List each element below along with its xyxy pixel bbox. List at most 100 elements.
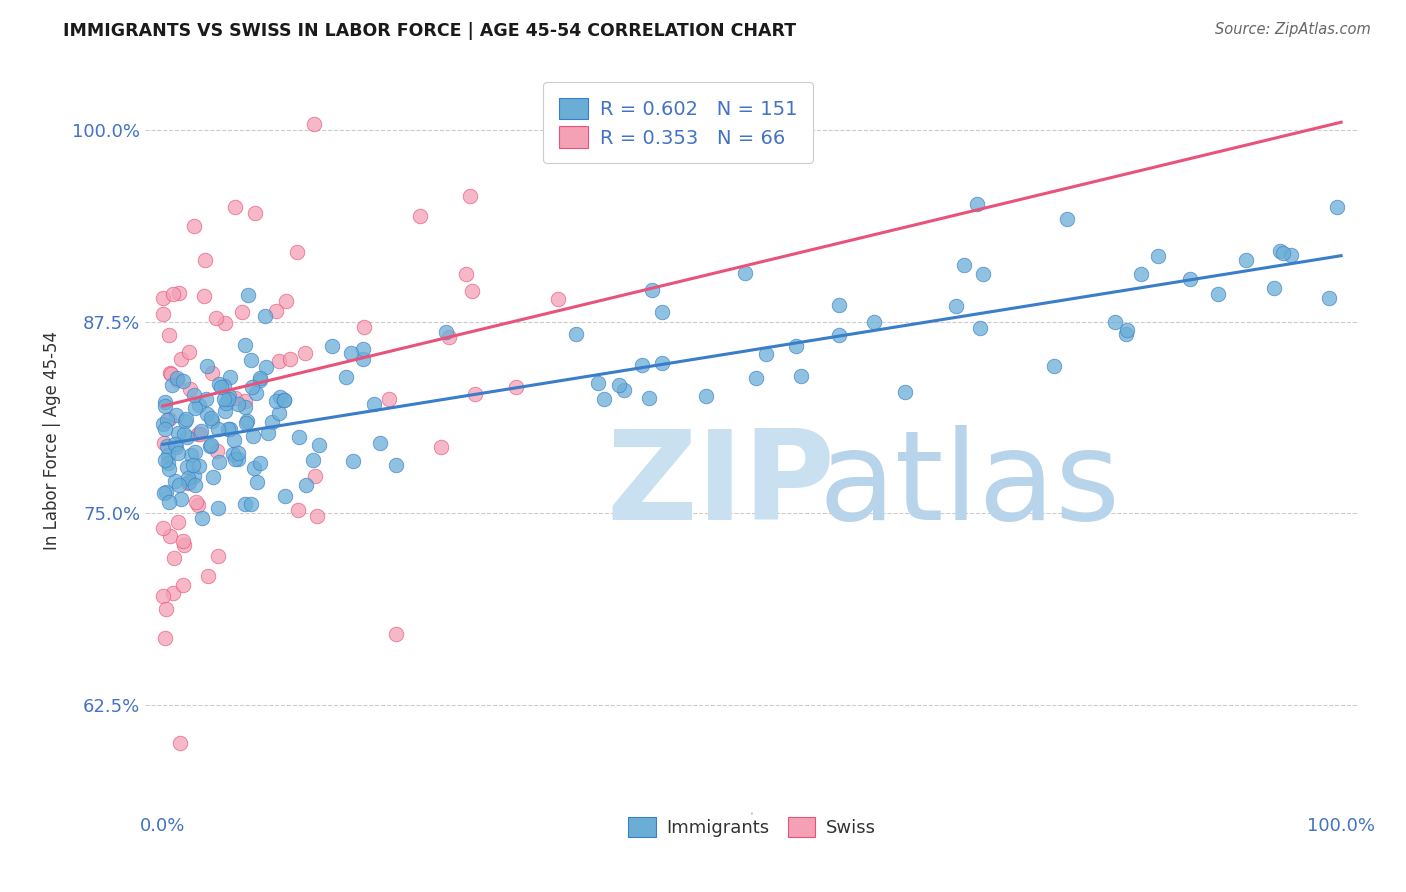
Point	[172, 578, 194, 592]
Point	[176, 460, 198, 475]
Point	[169, 736, 191, 750]
Text: ZIP: ZIP	[606, 425, 835, 546]
Point	[352, 342, 374, 356]
Point	[179, 382, 201, 396]
Point	[828, 328, 851, 343]
Point	[308, 437, 330, 451]
Point	[342, 453, 364, 467]
Point	[638, 391, 661, 405]
Point	[302, 452, 325, 467]
Point	[184, 478, 207, 492]
Point	[295, 478, 318, 492]
Point	[226, 396, 249, 410]
Point	[207, 422, 229, 436]
Point	[352, 351, 374, 366]
Point	[167, 515, 190, 529]
Point	[734, 266, 756, 280]
Point	[254, 359, 277, 374]
Point	[651, 356, 673, 370]
Point	[163, 551, 186, 566]
Point	[235, 417, 257, 431]
Point	[233, 337, 256, 351]
Point	[209, 379, 232, 393]
Point	[434, 326, 457, 340]
Point	[242, 428, 264, 442]
Point	[307, 509, 329, 524]
Point	[790, 369, 813, 384]
Point	[231, 305, 253, 319]
Point	[167, 425, 190, 440]
Point	[226, 452, 249, 467]
Point	[207, 549, 229, 563]
Point	[183, 219, 205, 233]
Point	[166, 372, 188, 386]
Point	[166, 371, 188, 385]
Point	[966, 196, 988, 211]
Point	[437, 329, 460, 343]
Point	[224, 451, 246, 466]
Point	[236, 413, 259, 427]
Point	[155, 438, 177, 452]
Point	[174, 414, 197, 428]
Point	[201, 367, 224, 381]
Point	[180, 448, 202, 462]
Point	[160, 378, 183, 392]
Point	[236, 288, 259, 302]
Point	[695, 389, 717, 403]
Point	[152, 521, 174, 535]
Point	[273, 392, 295, 407]
Point	[953, 258, 976, 272]
Point	[157, 495, 180, 509]
Point	[222, 447, 245, 461]
Point	[972, 267, 994, 281]
Point	[194, 392, 217, 406]
Point	[188, 458, 211, 473]
Point	[153, 399, 176, 413]
Point	[222, 433, 245, 447]
Point	[152, 291, 174, 305]
Point	[363, 397, 385, 411]
Point	[187, 426, 209, 441]
Point	[1317, 291, 1340, 305]
Point	[1272, 246, 1295, 260]
Point	[153, 453, 176, 467]
Point	[264, 394, 287, 409]
Point	[233, 497, 256, 511]
Point	[304, 469, 326, 483]
Point	[186, 494, 208, 508]
Point	[173, 427, 195, 442]
Point	[214, 316, 236, 330]
Point	[159, 367, 181, 381]
Point	[152, 307, 174, 321]
Point	[157, 456, 180, 470]
Point	[200, 437, 222, 451]
Point	[173, 538, 195, 552]
Point	[165, 474, 187, 488]
Point	[184, 445, 207, 459]
Point	[191, 511, 214, 525]
Point	[262, 415, 284, 429]
Point	[183, 388, 205, 402]
Y-axis label: In Labor Force | Age 45-54: In Labor Force | Age 45-54	[44, 331, 60, 550]
Point	[176, 430, 198, 444]
Point	[249, 456, 271, 470]
Point	[755, 347, 778, 361]
Point	[160, 367, 183, 381]
Point	[184, 401, 207, 415]
Point	[586, 376, 609, 390]
Point	[207, 501, 229, 516]
Point	[1206, 286, 1229, 301]
Point	[214, 404, 236, 418]
Point	[176, 471, 198, 485]
Point	[385, 627, 408, 641]
Point	[190, 424, 212, 438]
Point	[745, 371, 768, 385]
Point	[243, 206, 266, 220]
Point	[613, 383, 636, 397]
Point	[187, 398, 209, 412]
Point	[156, 413, 179, 427]
Point	[170, 351, 193, 366]
Point	[267, 406, 290, 420]
Point	[195, 407, 218, 421]
Point	[505, 380, 527, 394]
